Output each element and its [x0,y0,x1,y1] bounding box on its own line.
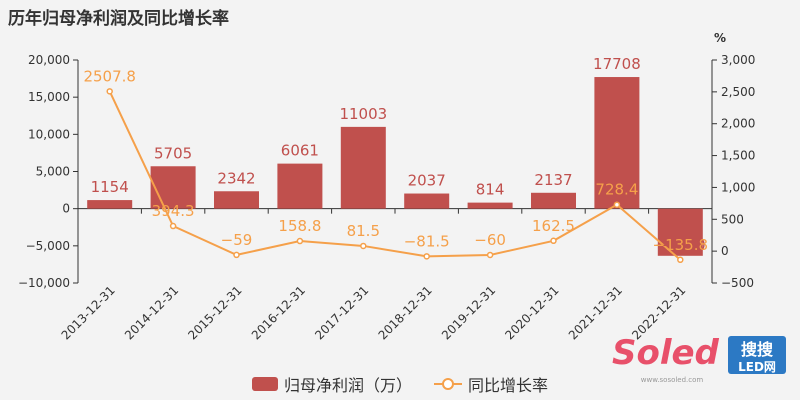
watermark-sub: LED网 [738,360,776,374]
bar-value-label: 814 [476,181,505,199]
left-tick-label: 0 [62,202,70,216]
line-point[interactable] [233,251,240,259]
right-tick-label: 0 [721,244,729,258]
line-point[interactable] [106,88,113,95]
right-tick-label: 2,000 [721,117,755,131]
right-tick-label: 2,500 [721,85,755,99]
line-value-label: −60 [474,231,506,249]
line-value-label: 394.3 [152,202,195,220]
legend-bar-swatch [251,377,278,391]
line-value-label: −59 [221,231,253,249]
left-tick-label: −5,000 [26,239,70,253]
bar-value-label: 2342 [217,169,255,187]
x-tick-label: 2015-12-31 [185,283,244,342]
x-tick-label: 2016-12-31 [249,283,308,342]
left-tick-label: −10,000 [18,276,70,290]
left-tick-label: 5,000 [36,165,70,179]
line-value-label: 728.4 [595,181,638,199]
right-tick-label: 3,000 [721,53,755,67]
data-labels: 1154 5705 2342 6061 11003 2037 814 2137 17708 −63… [83,55,708,254]
left-tick-label: 15,000 [28,90,70,104]
bar[interactable] [87,200,133,209]
right-tick-label: 1,500 [721,149,755,163]
legend-label-line: 同比增长率 [468,376,549,395]
line-point[interactable] [486,251,494,259]
legend: 归母净利润（万） 同比增长率 [0,372,800,396]
watermark-logo: Soled 搜搜 LED网 www.sosoled.com [612,333,786,384]
line-value-label: −135.8 [653,236,709,254]
right-tick-label: −500 [721,276,754,290]
legend-label-bar: 归母净利润（万） [283,376,412,395]
line-point[interactable] [550,237,557,245]
right-axis-unit: % [714,31,726,45]
x-tick-label: 2014-12-31 [122,283,181,342]
bar-value-label: 11003 [339,105,387,123]
bar-value-label: 2037 [408,172,446,190]
bar-series [87,77,703,256]
bar[interactable] [531,192,576,209]
bar[interactable] [214,191,259,209]
line-value-label: −81.5 [404,232,450,250]
bar[interactable] [404,193,450,209]
legend-line-swatch [434,377,462,391]
bar[interactable] [594,77,640,209]
line-point[interactable] [613,201,621,208]
line-point[interactable] [423,253,430,260]
left-tick-label: 10,000 [28,127,70,141]
x-tick-label: 2013-12-31 [59,283,118,342]
bar-value-label: 2137 [534,171,572,189]
left-tick-label: 20,000 [28,53,70,67]
line-point[interactable] [360,242,367,250]
x-tick-label: 2019-12-31 [439,283,498,342]
bar-value-label: 6061 [281,142,319,160]
right-tick-label: 1,000 [721,180,755,194]
right-tick-label: 500 [721,212,744,226]
bar-value-label: 5705 [154,144,192,162]
watermark-brand: Soled [612,333,720,373]
watermark-url: www.sosoled.com [641,376,704,384]
line-point[interactable] [169,222,177,230]
line-value-label: 162.5 [532,217,575,235]
legend-item-bar[interactable]: 归母净利润（万） [251,372,412,396]
line-series [106,88,684,264]
line-point[interactable] [677,256,684,264]
bar[interactable] [340,126,386,209]
watermark-brand-cn: 搜搜 [741,340,774,359]
bar[interactable] [277,163,323,209]
watermark-badge [728,336,786,374]
x-tick-label: 2017-12-31 [312,283,371,342]
bar[interactable] [467,202,513,209]
line-value-label: 2507.8 [83,67,136,85]
legend-item-line[interactable]: 同比增长率 [434,372,548,396]
x-tick-label: 2018-12-31 [376,283,435,342]
bar[interactable] [150,166,196,209]
bar-value-label: −6340 [655,236,706,254]
line-value-label: 81.5 [347,222,380,240]
chart-title: 历年归母净利润及同比增长率 [8,9,229,29]
axes: 20,000 15,000 10,000 5,000 0 −5,000 −10,000 3,0… [18,53,755,342]
bar-value-label: 17708 [593,55,641,73]
line-point[interactable] [296,237,304,245]
bar-value-label: 1154 [91,178,129,196]
line-value-label: 158.8 [278,217,321,235]
growth-line [108,90,681,261]
x-tick-label: 2020-12-31 [502,283,561,342]
